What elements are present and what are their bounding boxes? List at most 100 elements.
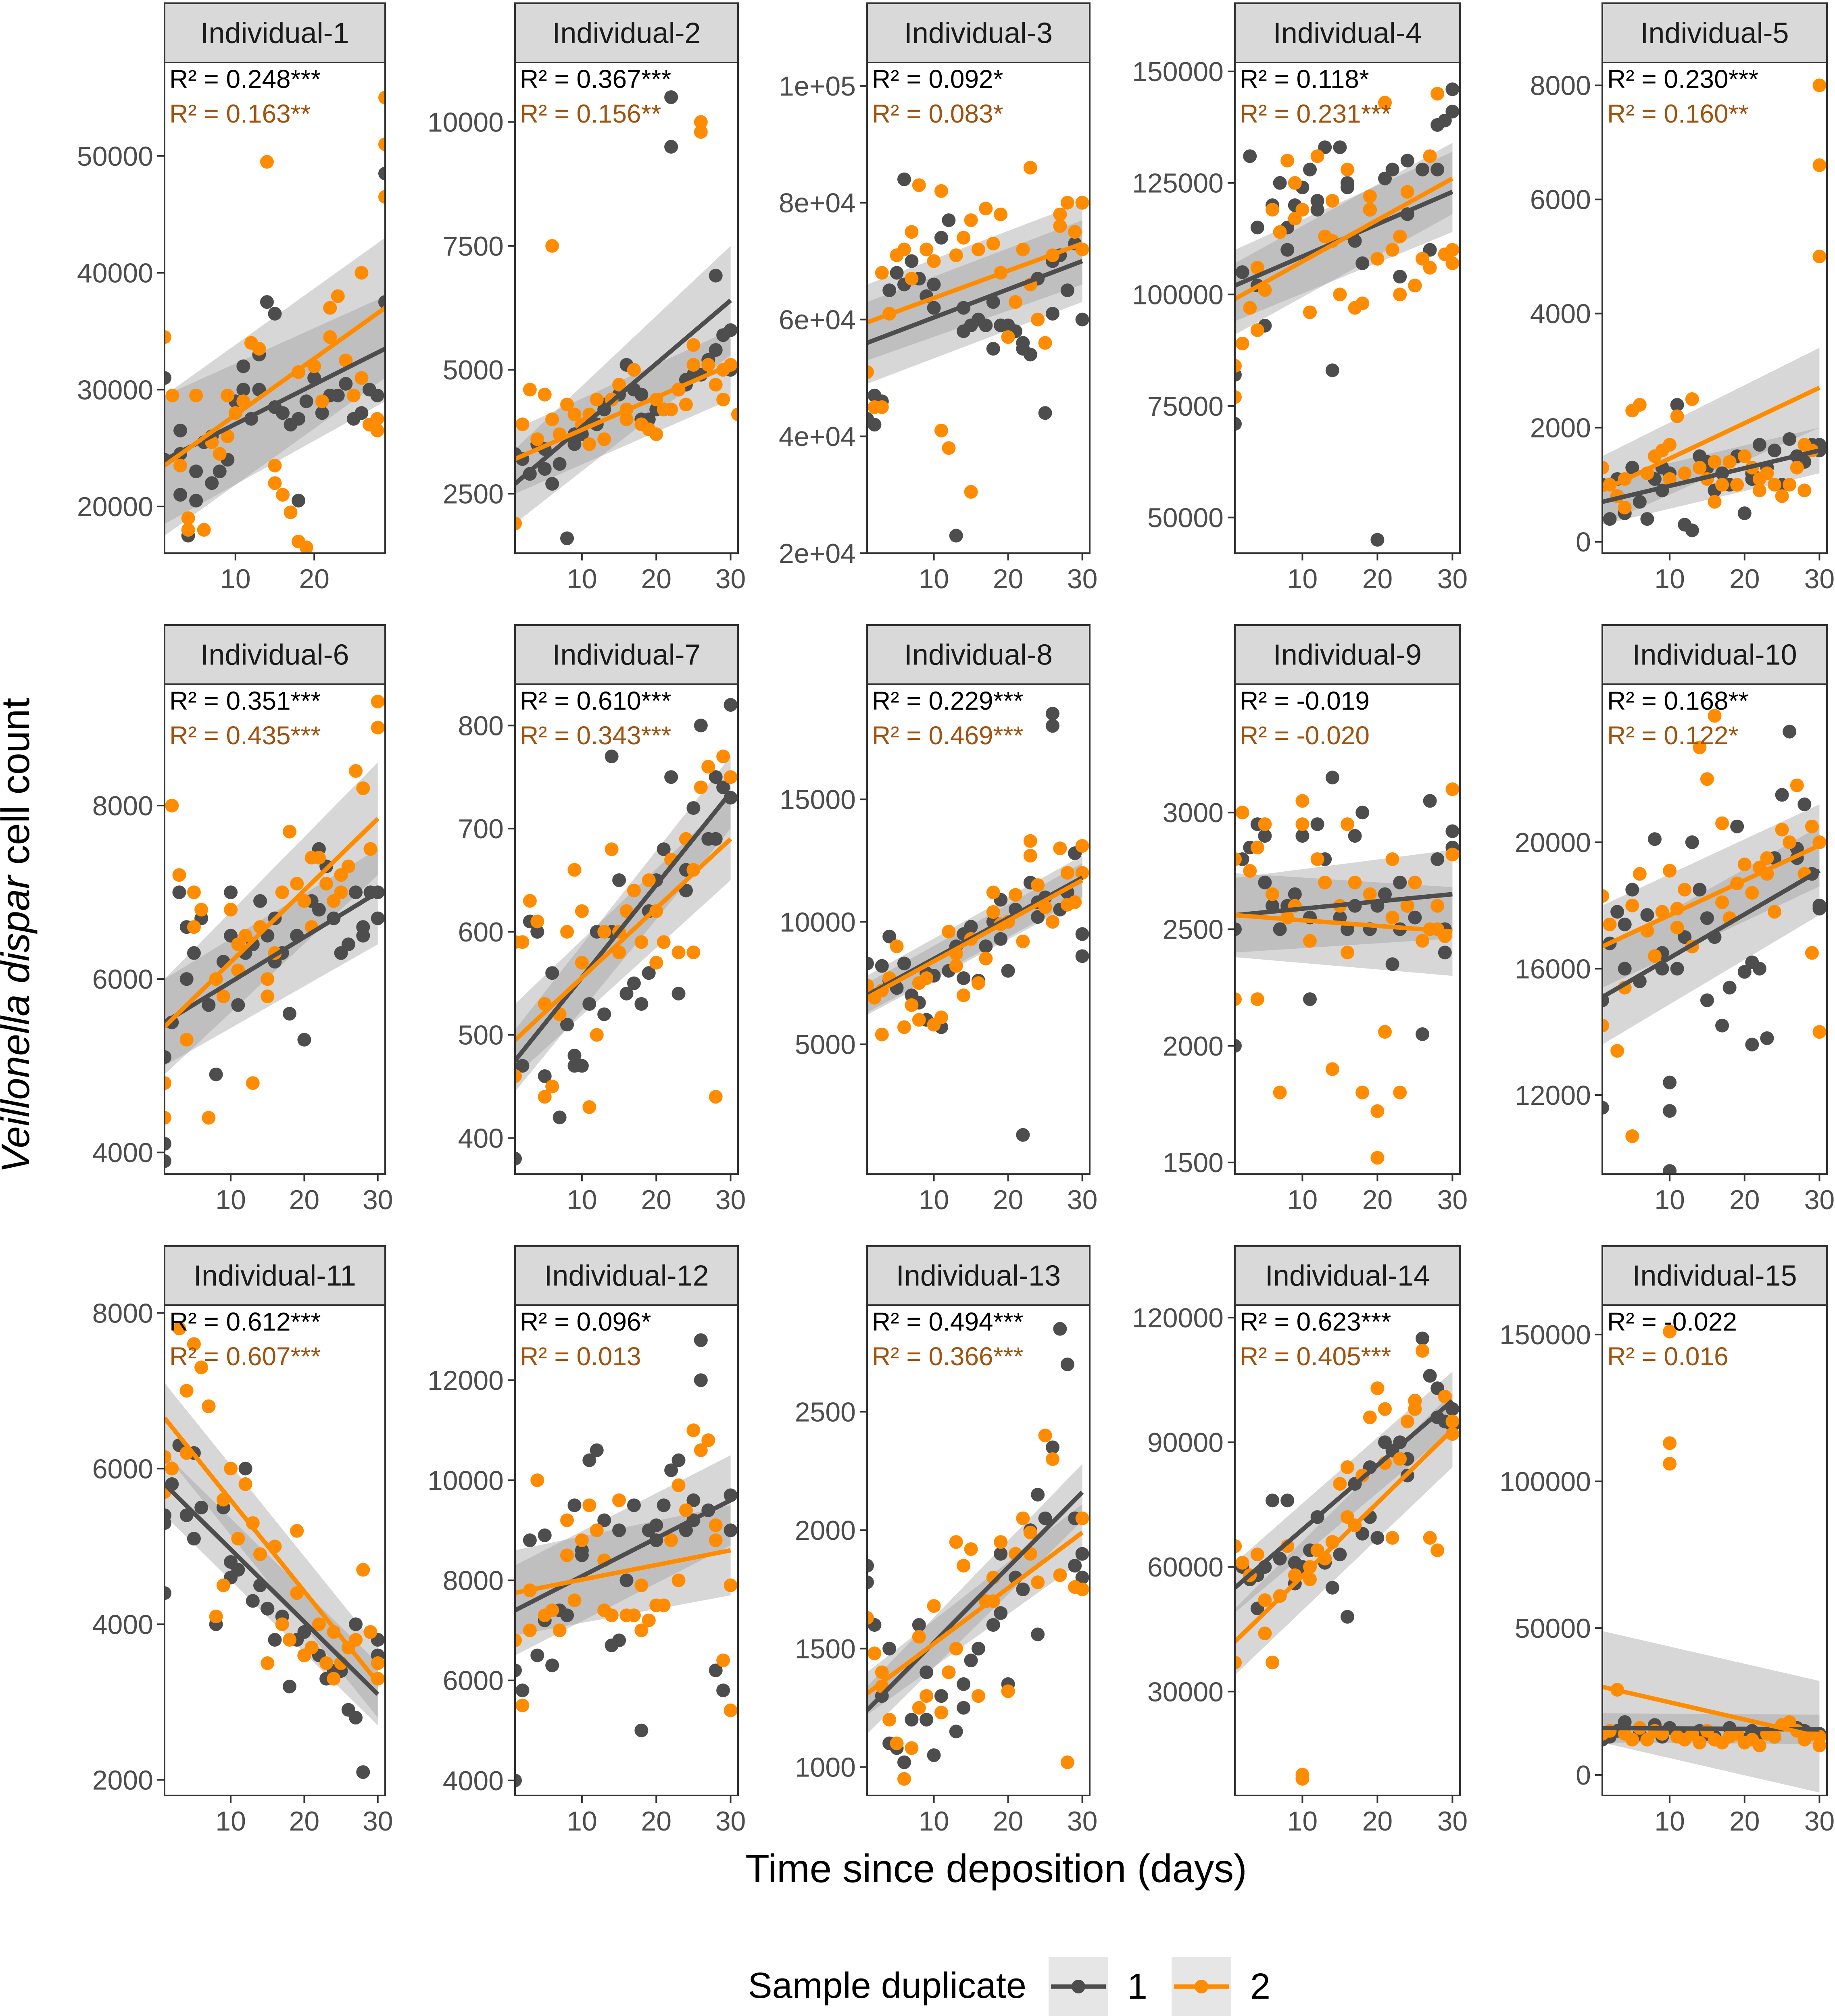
- panel-3-point-series-2: [964, 213, 978, 227]
- panel-1-strip: [164, 2, 386, 63]
- panel-11-y-tick-label: 8000: [92, 1298, 153, 1329]
- panel-2-r2-series-1: R² = 0.367***: [520, 65, 671, 94]
- panel-9-point-series-1: [1235, 922, 1242, 936]
- panel-8-point-series-2: [949, 959, 963, 973]
- panel-14-point-series-1: [1288, 1556, 1302, 1570]
- panel-9-point-series-2: [1295, 794, 1310, 808]
- panel-7-point-series-2: [657, 935, 671, 949]
- panel-1-point-series-1: [213, 464, 227, 479]
- panel-3-point-series-2: [964, 485, 978, 499]
- panel-3-point-series-1: [934, 231, 948, 245]
- panel-12-point-series-2: [657, 1598, 671, 1612]
- panel-1-y-tick-label: 50000: [77, 141, 153, 172]
- panel-2-point-series-2: [664, 402, 678, 417]
- panel-6-point-series-1: [297, 1033, 311, 1047]
- panel-7-point-series-2: [642, 873, 656, 887]
- panel-12-point-series-1: [612, 1523, 626, 1537]
- panel-11-point-series-2: [349, 1633, 363, 1647]
- panel-12-point-series-1: [515, 1683, 530, 1697]
- panel-5-x-tick-label: 10: [1654, 564, 1685, 594]
- panel-1-point-series-2: [276, 488, 290, 502]
- panel-3-point-series-2: [1068, 225, 1082, 239]
- panel-2-point-series-1: [709, 343, 723, 357]
- panel-11-point-series-2: [172, 1321, 186, 1335]
- panel-13-r2-series-2: R² = 0.366***: [872, 1342, 1023, 1371]
- panel-9-point-series-2: [1243, 864, 1257, 878]
- panel-15-fit-line-series-2: [1602, 1685, 1820, 1739]
- panel-11-y-tick-label: 2000: [92, 1765, 153, 1795]
- panel-3-point-series-1: [897, 172, 911, 186]
- panel-5-point-series-2: [1790, 460, 1804, 475]
- panel-12-point-series-1: [686, 1493, 701, 1507]
- panel-3-point-series-1: [890, 266, 904, 280]
- panel-3-y-tick-label: 6e+04: [779, 304, 856, 335]
- panel-8-plot-area: [867, 706, 1089, 1142]
- panel-8-r2-series-2: R² = 0.469***: [872, 721, 1023, 750]
- panel-8-strip: [866, 624, 1091, 685]
- panel-9-point-series-2: [1250, 841, 1264, 854]
- panel-3-point-series-1: [979, 318, 993, 332]
- panel-11-plot-area: [165, 1321, 385, 1779]
- panel-3-border: [866, 62, 1091, 554]
- panel-2-point-series-2: [627, 363, 641, 377]
- panel-7-plot-area: [515, 698, 738, 1166]
- panel-4-point-series-2: [1363, 203, 1377, 217]
- panel-7-y-tick-label: 600: [458, 917, 504, 948]
- panel-8-point-series-2: [1009, 888, 1022, 902]
- panel-4-y-tick-label: 100000: [1132, 279, 1224, 310]
- panel-5-r2-series-2: R² = 0.160**: [1607, 99, 1748, 128]
- panel-7-point-series-2: [701, 760, 715, 774]
- panel-11-x-tick-label: 10: [215, 1806, 246, 1837]
- panel-4-x-tick-label: 30: [1437, 564, 1468, 594]
- panel-6-point-series-1: [187, 946, 201, 960]
- panel-2-point-series-2: [694, 115, 708, 129]
- panel-4-point-series-2: [1378, 96, 1392, 110]
- panel-15-strip-label: Individual-15: [1632, 1260, 1797, 1292]
- panel-7-point-series-2: [523, 894, 537, 908]
- panel-12-plot-area: [515, 1333, 738, 1787]
- panel-10-point-series-2: [1678, 883, 1692, 897]
- panel-4-point-series-2: [1235, 390, 1242, 404]
- panel-14-y-tick-label: 60000: [1147, 1552, 1224, 1583]
- panel-14-point-series-2: [1408, 1402, 1422, 1416]
- panel-7-x-tick-label: 30: [715, 1185, 746, 1215]
- panel-3-point-series-1: [949, 529, 963, 543]
- panel-8-point-series-2: [972, 976, 985, 990]
- panel-15-point-series-2: [1768, 1730, 1782, 1744]
- panel-14-fit-line-series-1: [1235, 1399, 1454, 1589]
- panel-7-point-series-2: [671, 946, 686, 960]
- panel-5-point-series-2: [1812, 78, 1827, 92]
- panel-11-y-tick-label: 4000: [92, 1609, 153, 1640]
- panel-6-point-series-1: [209, 1067, 223, 1081]
- panel-13-point-series-1: [920, 1665, 934, 1679]
- panel-13-point-series-2: [882, 1713, 897, 1727]
- panel-3-point-series-1: [1016, 336, 1030, 350]
- panel-4-point-series-2: [1310, 149, 1324, 163]
- panel-10-point-series-1: [1700, 993, 1714, 1007]
- panel-1-point-series-2: [354, 371, 369, 385]
- panel-15-point-series-2: [1752, 1739, 1766, 1753]
- panel-13-plot-area: [867, 1322, 1089, 1786]
- panel-13-point-series-2: [1053, 1568, 1067, 1582]
- panel-6-point-series-2: [319, 877, 334, 891]
- panel-5-r2-series-1: R² = 0.230***: [1607, 65, 1758, 94]
- panel-9-point-series-2: [1235, 852, 1242, 866]
- panel-11-point-series-2: [224, 1462, 238, 1476]
- panel-2-point-series-1: [538, 462, 552, 476]
- panel-1-point-series-2: [260, 155, 274, 169]
- panel-8-point-series-1: [867, 956, 874, 971]
- panel-1-fit-line-series-2: [165, 306, 385, 468]
- panel-1-border: [164, 62, 386, 554]
- panel-11-point-series-1: [349, 1617, 363, 1631]
- panel-14-point-series-1: [1266, 1493, 1279, 1508]
- panel-13-point-series-1: [1031, 1627, 1045, 1641]
- panel-7-strip: [514, 624, 739, 685]
- panel-7-point-series-1: [716, 780, 730, 794]
- panel-13-y-tick-label: 2500: [795, 1397, 856, 1427]
- panel-6-point-series-2: [356, 781, 370, 796]
- panel-8-point-series-2: [875, 1027, 889, 1041]
- panel-10-x-tick-label: 20: [1729, 1185, 1760, 1215]
- panel-6-point-series-2: [224, 903, 238, 917]
- panel-8-strip-label: Individual-8: [904, 639, 1053, 671]
- panel-6-strip-label: Individual-6: [200, 639, 349, 671]
